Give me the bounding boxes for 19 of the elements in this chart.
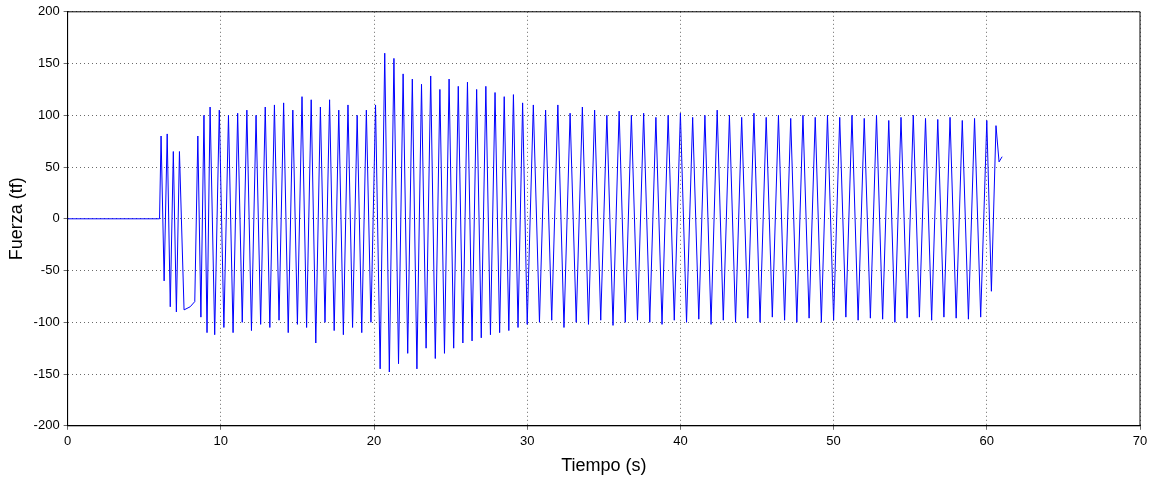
x-tick-label: 10: [213, 433, 229, 449]
y-tick-label: 50: [45, 158, 60, 174]
y-tick-label: -50: [40, 262, 60, 278]
x-tick-label: 50: [826, 433, 841, 449]
x-tick-label: 60: [979, 433, 995, 449]
x-axis-title: Tiempo (s): [561, 455, 647, 476]
y-tick-label: -200: [33, 417, 60, 433]
y-tick-label: -150: [33, 365, 60, 381]
x-tick-label: 20: [366, 433, 382, 449]
y-tick-label: 200: [37, 3, 60, 19]
y-tick-label: 100: [37, 106, 60, 122]
y-tick-label: 150: [37, 55, 60, 71]
y-tick-label: -100: [33, 313, 60, 329]
x-tick-label: 30: [519, 433, 535, 449]
y-tick-label: 0: [52, 210, 60, 226]
y-axis-title: Fuerza (tf): [5, 177, 26, 261]
x-tick-label: 0: [64, 433, 72, 449]
x-tick-label: 40: [673, 433, 688, 449]
x-tick-label: 70: [1132, 433, 1148, 449]
